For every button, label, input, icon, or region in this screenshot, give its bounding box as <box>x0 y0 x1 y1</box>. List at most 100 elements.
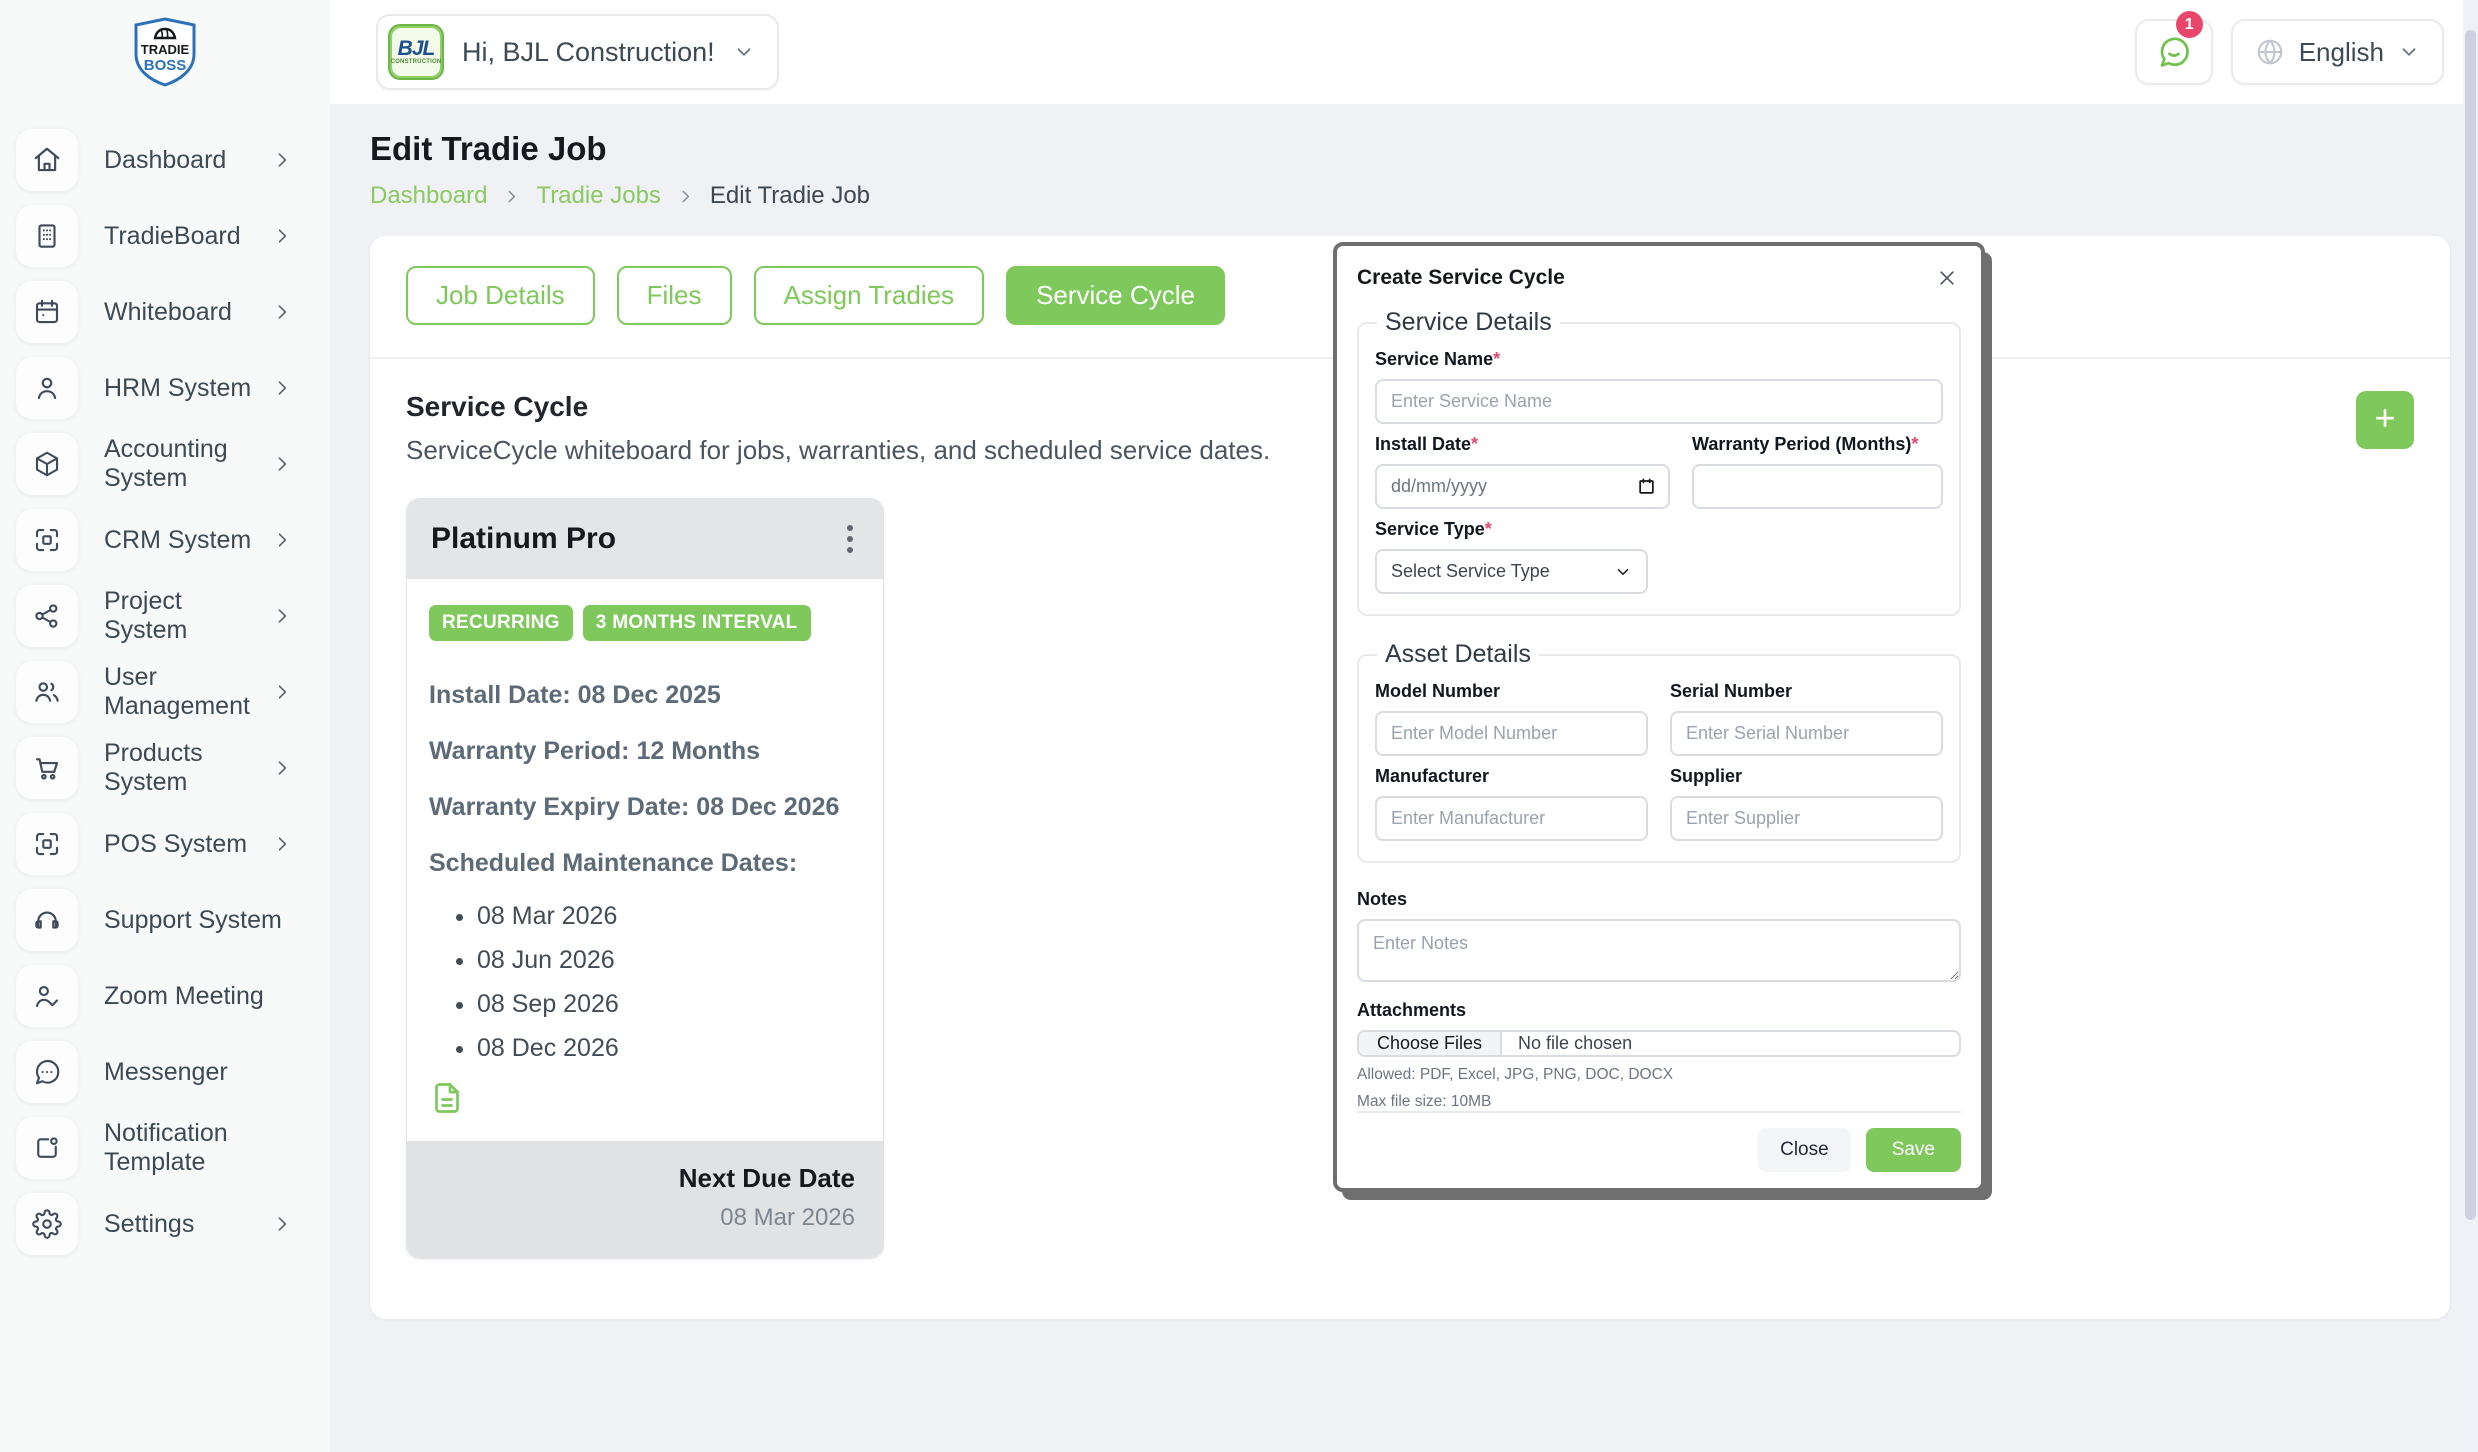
sidebar-item-accounting-system[interactable]: Accounting System <box>0 426 330 502</box>
warranty-period-input[interactable] <box>1692 464 1943 509</box>
attachments-file-input[interactable]: Choose Files No file chosen <box>1357 1030 1961 1057</box>
gear-icon <box>16 1193 78 1255</box>
breadcrumb-dashboard[interactable]: Dashboard <box>370 182 488 209</box>
next-due-label: Next Due Date <box>678 1163 855 1193</box>
attachments-label: Attachments <box>1357 1000 1467 1021</box>
notes-textarea[interactable] <box>1357 919 1961 983</box>
modal-footer: Close Save <box>1357 1111 1961 1172</box>
sidebar-item-hrm-system[interactable]: HRM System <box>0 350 330 426</box>
warranty-expiry-line: Warranty Expiry Date: 08 Dec 2026 <box>429 793 840 821</box>
service-name-input[interactable] <box>1375 379 1943 424</box>
sidebar-item-settings[interactable]: Settings <box>0 1186 330 1262</box>
choose-files-button[interactable]: Choose Files <box>1359 1032 1503 1055</box>
breadcrumb-tradie-jobs[interactable]: Tradie Jobs <box>536 182 661 209</box>
chevron-right-icon <box>272 530 292 550</box>
close-button[interactable]: Close <box>1758 1128 1851 1172</box>
close-icon[interactable] <box>1933 264 1961 292</box>
terminal-window-icon <box>16 813 78 875</box>
maintenance-date: 08 Dec 2026 <box>477 1034 861 1062</box>
sidebar-item-notification-template[interactable]: Notification Template <box>0 1110 330 1186</box>
sidebar-item-zoom-meeting[interactable]: Zoom Meeting <box>0 958 330 1034</box>
chevron-right-icon <box>272 606 292 626</box>
sidebar-item-pos-system[interactable]: POS System <box>0 806 330 882</box>
messages-button[interactable]: 1 <box>2134 11 2213 85</box>
maintenance-dates-list: 08 Mar 2026 08 Jun 2026 08 Sep 2026 08 D… <box>477 902 861 1062</box>
chevron-right-icon <box>272 150 292 170</box>
chevron-right-icon <box>272 834 292 854</box>
page-scrollbar[interactable] <box>2463 0 2478 1452</box>
svg-text:BOSS: BOSS <box>144 57 187 74</box>
language-selector[interactable]: English <box>2230 19 2444 85</box>
service-name-label: Service Name* <box>1375 349 1501 369</box>
calendar-icon <box>16 281 78 343</box>
service-cycle-card: Platinum Pro RECURRING 3 MONTHS INTERVAL… <box>406 498 884 1259</box>
service-type-label: Service Type* <box>1375 519 1492 539</box>
section-description: ServiceCycle whiteboard for jobs, warran… <box>406 435 1271 465</box>
tab-service-cycle[interactable]: Service Cycle <box>1006 266 1225 325</box>
service-cycle-section: Service Cycle ServiceCycle whiteboard fo… <box>370 359 2450 1319</box>
interval-badge: 3 MONTHS INTERVAL <box>582 605 811 641</box>
next-due-value: 08 Mar 2026 <box>720 1204 855 1231</box>
install-date-field <box>1375 464 1670 509</box>
model-number-input[interactable] <box>1375 711 1648 756</box>
install-date-line: Install Date: 08 Dec 2025 <box>429 681 721 709</box>
tab-files[interactable]: Files <box>616 266 732 325</box>
notes-label: Notes <box>1357 889 1408 909</box>
kebab-menu-icon[interactable] <box>841 519 859 559</box>
section-heading: Service Cycle <box>406 391 589 422</box>
calendar-icon[interactable] <box>1637 477 1656 496</box>
sidebar-item-dashboard[interactable]: Dashboard <box>0 122 330 198</box>
users-icon <box>16 661 78 723</box>
company-greeting: Hi, BJL Construction! <box>462 36 715 67</box>
supplier-label: Supplier <box>1670 766 1743 786</box>
scrollbar-thumb[interactable] <box>2465 30 2476 1220</box>
service-type-select[interactable]: Select Service Type <box>1375 549 1648 594</box>
user-icon <box>16 357 78 419</box>
sidebar-item-user-management[interactable]: User Management <box>0 654 330 730</box>
notification-box-icon <box>16 1117 78 1179</box>
chat-smile-icon <box>2160 37 2189 67</box>
service-details-group: Service Details Service Name* Install Da… <box>1357 308 1961 616</box>
tab-assign-tradies[interactable]: Assign Tradies <box>753 266 985 325</box>
home-icon <box>16 129 78 191</box>
chevron-right-icon <box>272 682 292 702</box>
model-number-label: Model Number <box>1375 681 1501 701</box>
install-date-input[interactable] <box>1377 466 1637 507</box>
chevron-right-icon <box>272 1214 292 1234</box>
chevron-down-icon <box>2398 41 2420 63</box>
save-button[interactable]: Save <box>1865 1128 1961 1172</box>
chevron-right-icon <box>272 758 292 778</box>
document-icon[interactable] <box>429 1080 861 1121</box>
sidebar-item-whiteboard[interactable]: Whiteboard <box>0 274 330 350</box>
sidebar-item-project-system[interactable]: Project System <box>0 578 330 654</box>
notification-count-badge: 1 <box>2175 11 2203 38</box>
sidebar-item-support-system[interactable]: Support System <box>0 882 330 958</box>
sidebar-item-crm-system[interactable]: CRM System <box>0 502 330 578</box>
sidebar-item-messenger[interactable]: Messenger <box>0 1034 330 1110</box>
create-service-cycle-modal: Create Service Cycle Service Details Ser… <box>1333 242 1985 1192</box>
user-check-icon <box>16 965 78 1027</box>
chevron-right-icon <box>272 378 292 398</box>
manufacturer-input[interactable] <box>1375 796 1648 841</box>
max-size-text: Max file size: 10MB <box>1357 1093 1492 1110</box>
building-icon <box>16 205 78 267</box>
company-switcher-button[interactable]: BJL CONSTRUCTION Hi, BJL Construction! <box>376 14 779 90</box>
tab-job-details[interactable]: Job Details <box>406 266 595 325</box>
cart-icon <box>16 737 78 799</box>
chevron-down-icon <box>733 41 755 63</box>
serial-number-input[interactable] <box>1670 711 1943 756</box>
topbar: BJL CONSTRUCTION Hi, BJL Construction! 1… <box>330 0 2478 104</box>
chevron-down-icon <box>1614 563 1632 581</box>
page-title: Edit Tradie Job <box>370 130 607 167</box>
tradie-boss-logo: TRADIE BOSS <box>0 0 330 104</box>
sidebar-item-products-system[interactable]: Products System <box>0 730 330 806</box>
install-date-label: Install Date* <box>1375 434 1479 454</box>
supplier-input[interactable] <box>1670 796 1943 841</box>
chevron-right-icon <box>272 302 292 322</box>
recurring-badge: RECURRING <box>429 605 573 641</box>
maintenance-date: 08 Sep 2026 <box>477 990 861 1018</box>
sidebar-item-tradieboard[interactable]: TradieBoard <box>0 198 330 274</box>
add-service-cycle-button[interactable]: + <box>2356 391 2414 449</box>
chevron-right-icon <box>503 188 520 205</box>
app-window-icon <box>16 509 78 571</box>
